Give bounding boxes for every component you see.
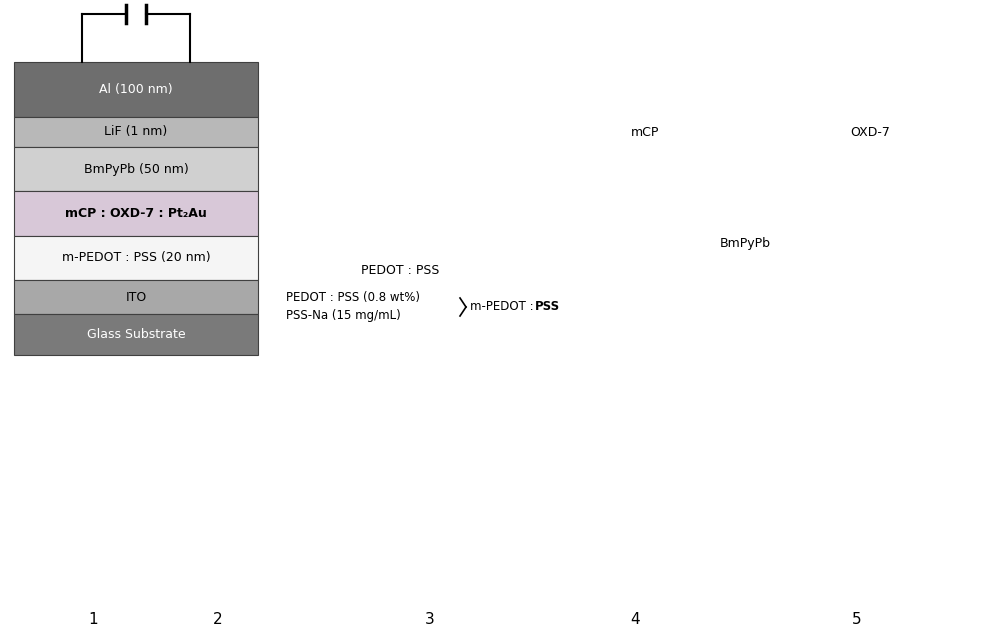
Text: 3: 3 — [425, 612, 435, 628]
Bar — [14, 147, 258, 191]
Bar — [14, 191, 258, 236]
Text: PEDOT : PSS (0.8 wt%): PEDOT : PSS (0.8 wt%) — [286, 291, 420, 305]
Text: 1: 1 — [88, 612, 98, 628]
Bar — [14, 62, 258, 116]
Text: 4: 4 — [630, 612, 640, 628]
Text: m-PEDOT :: m-PEDOT : — [470, 300, 537, 314]
Bar — [14, 314, 258, 355]
Text: LiF (1 nm): LiF (1 nm) — [104, 125, 168, 139]
Text: 2: 2 — [213, 612, 223, 628]
Text: ITO: ITO — [125, 291, 147, 303]
Text: mCP : OXD-7 : Pt₂Au: mCP : OXD-7 : Pt₂Au — [65, 207, 207, 220]
Text: m-PEDOT : PSS (20 nm): m-PEDOT : PSS (20 nm) — [62, 251, 210, 265]
Text: OXD-7: OXD-7 — [850, 127, 890, 139]
Bar — [14, 116, 258, 147]
Text: BmPyPb (50 nm): BmPyPb (50 nm) — [84, 163, 188, 176]
Text: Al (100 nm): Al (100 nm) — [99, 83, 173, 96]
Text: Glass Substrate: Glass Substrate — [87, 328, 185, 341]
Text: PSS: PSS — [535, 300, 560, 314]
Text: PSS-Na (15 mg/mL): PSS-Na (15 mg/mL) — [286, 310, 401, 322]
Bar — [14, 280, 258, 314]
Bar — [14, 236, 258, 280]
Text: BmPyPb: BmPyPb — [720, 237, 770, 249]
Text: PEDOT : PSS: PEDOT : PSS — [361, 263, 439, 277]
Text: mCP: mCP — [631, 127, 659, 139]
Text: 5: 5 — [852, 612, 862, 628]
